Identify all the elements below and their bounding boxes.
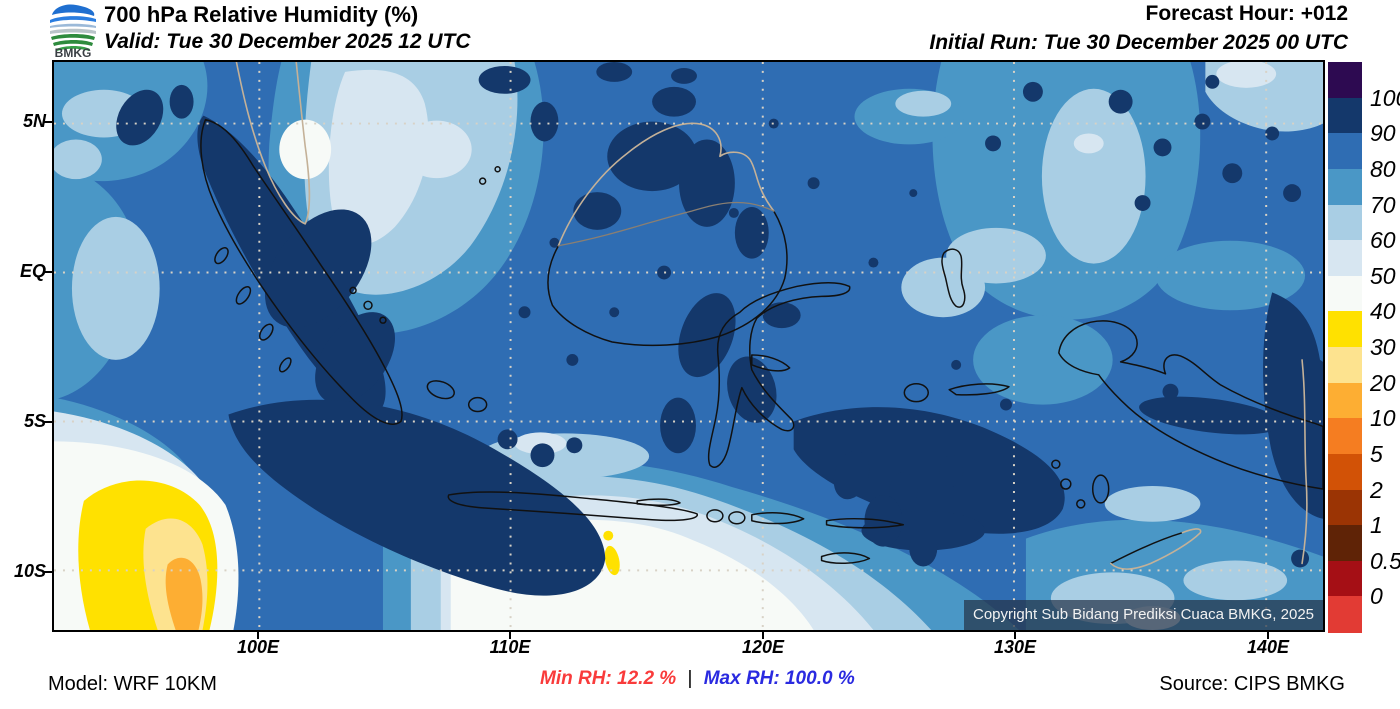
colorbar-block bbox=[1328, 97, 1362, 134]
colorbar-block bbox=[1328, 525, 1362, 562]
product-title: 700 hPa Relative Humidity (%) bbox=[104, 2, 419, 27]
x-axis-tick bbox=[1267, 632, 1269, 639]
x-axis-label: 120E bbox=[741, 637, 785, 657]
initial-run-label: Initial Run: Tue 30 December 2025 00 UTC bbox=[929, 31, 1348, 54]
colorbar-block bbox=[1328, 62, 1362, 99]
colorbar-label: 50 bbox=[1370, 262, 1396, 289]
map-panel: Copyright Sub Bidang Prediksi Cuaca BMKG… bbox=[52, 60, 1325, 632]
source-label: Source: CIPS BMKG bbox=[1159, 673, 1345, 695]
x-axis-label: 140E bbox=[1246, 637, 1290, 657]
colorbar-block bbox=[1328, 347, 1362, 384]
colorbar-label: 80 bbox=[1370, 155, 1396, 182]
forecast-hour-label: Forecast Hour: +012 bbox=[1145, 2, 1349, 25]
bmkg-logo-graphic: BMKG bbox=[50, 4, 96, 60]
colorbar-block bbox=[1328, 168, 1362, 205]
colorbar-label: 0 bbox=[1370, 583, 1383, 610]
y-axis-tick bbox=[44, 571, 52, 573]
bmkg-logo: BMKG bbox=[44, 1, 102, 60]
colorbar-block bbox=[1328, 311, 1362, 348]
colorbar-block bbox=[1328, 133, 1362, 170]
x-axis-tick bbox=[509, 632, 511, 639]
y-axis-label: 5N bbox=[22, 111, 46, 131]
x-axis-label: 130E bbox=[993, 637, 1037, 657]
colorbar-label: 90 bbox=[1370, 120, 1396, 147]
x-axis-tick bbox=[257, 632, 259, 639]
y-axis-label: EQ bbox=[19, 261, 46, 281]
x-axis-label: 100E bbox=[236, 637, 280, 657]
colorbar-block bbox=[1328, 489, 1362, 526]
colorbar-block bbox=[1328, 240, 1362, 277]
colorbar-label: 1 bbox=[1370, 512, 1383, 539]
colorbar-block bbox=[1328, 204, 1362, 241]
colorbar-label: 10 bbox=[1370, 405, 1396, 432]
colorbar-block bbox=[1328, 418, 1362, 455]
humidity-contour-map bbox=[54, 62, 1323, 630]
colorbar-label: 60 bbox=[1370, 227, 1396, 254]
colorbar-block bbox=[1328, 560, 1362, 597]
copyright-notice: Copyright Sub Bidang Prediksi Cuaca BMKG… bbox=[963, 600, 1323, 630]
x-axis-label: 110E bbox=[489, 637, 531, 657]
colorbar-label: 100 bbox=[1370, 84, 1400, 111]
x-axis-tick bbox=[762, 632, 764, 639]
colorbar-label: 20 bbox=[1370, 369, 1396, 396]
min-max-rh: Min RH: 12.2 % | Max RH: 100.0 % bbox=[540, 668, 855, 690]
colorbar-label: 2 bbox=[1370, 476, 1383, 503]
y-axis-tick bbox=[44, 271, 52, 273]
y-axis-label: 5S bbox=[23, 411, 46, 431]
rh-fill-regions bbox=[54, 62, 1323, 630]
y-axis-tick bbox=[44, 121, 52, 123]
colorbar-label: 0.5 bbox=[1370, 547, 1400, 574]
min-max-separator: | bbox=[687, 668, 693, 689]
coastlines bbox=[200, 62, 1323, 570]
y-axis-tick bbox=[44, 421, 52, 423]
min-rh-value: Min RH: 12.2 % bbox=[540, 668, 677, 689]
valid-time-label: Valid: Tue 30 December 2025 12 UTC bbox=[104, 30, 471, 53]
colorbar-label: 30 bbox=[1370, 334, 1396, 360]
colorbar-block bbox=[1328, 275, 1362, 312]
colorbar-block bbox=[1328, 382, 1362, 419]
colorbar-label: 40 bbox=[1370, 298, 1396, 325]
run-info: Forecast Hour: +012 Initial Run: Tue 30 … bbox=[929, 2, 1348, 55]
colorbar-label: 70 bbox=[1370, 191, 1396, 218]
y-axis-label: 10S bbox=[13, 561, 46, 581]
x-axis-tick bbox=[1014, 632, 1016, 639]
rh-colorbar bbox=[1328, 62, 1362, 633]
colorbar-block bbox=[1328, 596, 1362, 633]
bmkg-logo-label: BMKG bbox=[55, 46, 92, 58]
model-label: Model: WRF 10KM bbox=[48, 673, 217, 695]
max-rh-value: Max RH: 100.0 % bbox=[703, 668, 855, 689]
colorbar-label: 5 bbox=[1370, 440, 1383, 467]
colorbar-block bbox=[1328, 453, 1362, 490]
